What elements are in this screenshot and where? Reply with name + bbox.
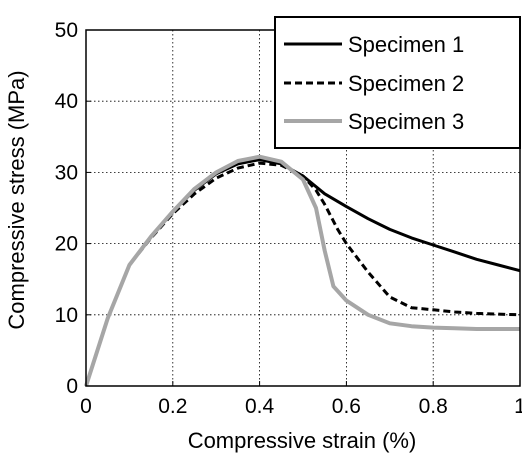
series-line-specimen-1 — [84, 158, 521, 387]
y-tick-label: 20 — [55, 233, 78, 256]
x-tick-label: 0 — [80, 395, 92, 418]
y-tick-label: 30 — [55, 161, 78, 184]
legend-entry-2: Specimen 2 — [284, 71, 464, 96]
y-tick-label: 40 — [55, 90, 78, 113]
y-tick-label: 50 — [55, 19, 78, 42]
y-tick-label: 0 — [66, 375, 78, 398]
x-axis-label: Compressive strain (%) — [188, 428, 417, 453]
series-line-specimen-2 — [84, 161, 521, 387]
x-tick-label: 0.6 — [332, 395, 361, 418]
legend-label-specimen-3: Specimen 3 — [348, 109, 464, 134]
y-tick-label: 10 — [55, 304, 78, 327]
x-tick-label: 0.2 — [158, 395, 187, 418]
y-axis-label: Compressive stress (MPa) — [4, 70, 29, 329]
legend: Specimen 1 Specimen 2 Specimen 3 — [274, 16, 521, 149]
legend-entry-3: Specimen 3 — [284, 109, 464, 134]
series-line-specimen-3 — [84, 154, 520, 387]
legend-entry-1: Specimen 1 — [284, 32, 464, 57]
legend-label-specimen-2: Specimen 2 — [348, 71, 464, 96]
x-tick-label: 1 — [514, 395, 522, 418]
series-layer — [84, 154, 521, 387]
x-tick-label: 0.8 — [419, 395, 448, 418]
x-tick-label: 0.4 — [245, 395, 275, 418]
legend-label-specimen-1: Specimen 1 — [348, 32, 464, 57]
legend-box — [274, 16, 521, 149]
